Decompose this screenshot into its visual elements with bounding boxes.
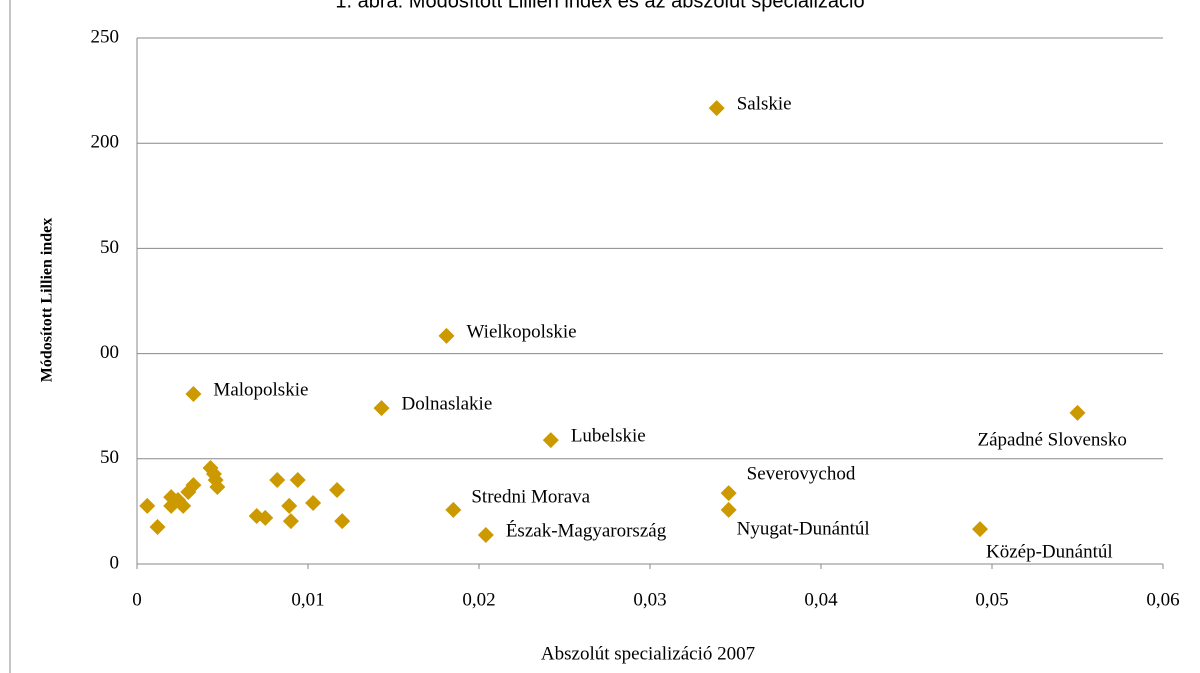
point <box>720 485 737 502</box>
point <box>305 494 322 511</box>
point <box>445 501 462 518</box>
point <box>269 472 286 489</box>
point-label: Stredni Morava <box>471 486 590 507</box>
point <box>708 100 725 117</box>
y-tick-label: 50 <box>100 237 119 258</box>
point <box>477 526 494 543</box>
point <box>373 400 390 417</box>
point <box>139 497 156 514</box>
chart-title: 1. ábra: Módosított Lillien index és az … <box>335 0 864 12</box>
point <box>175 497 192 514</box>
point-label: Západné Slovensko <box>978 429 1127 450</box>
y-tick-label: 250 <box>91 26 120 47</box>
x-tick-label: 0,03 <box>633 589 666 610</box>
y-tick-label: 50 <box>100 447 119 468</box>
point-label: Severovychod <box>747 463 856 484</box>
point <box>185 477 202 494</box>
point <box>257 509 274 526</box>
point <box>209 478 226 495</box>
x-tick-label: 0 <box>132 589 142 610</box>
point <box>281 497 298 514</box>
point-label: Nyugat-Dunántúl <box>737 518 870 539</box>
point <box>282 513 299 530</box>
point <box>334 513 351 530</box>
y-axis-title: Módosított Lillien index <box>39 218 56 382</box>
point <box>1069 404 1086 421</box>
point <box>289 472 306 489</box>
x-axis-title: Abszolút specializáció 2007 <box>541 643 755 664</box>
y-tick-label: 0 <box>110 552 120 573</box>
point-label: Malopolskie <box>213 379 308 400</box>
point-label: Salskie <box>737 93 792 114</box>
x-tick-label: 0,05 <box>975 589 1008 610</box>
point <box>149 518 166 535</box>
point-label: Észak-Magyarország <box>506 519 667 541</box>
x-tick-label: 0,02 <box>462 589 495 610</box>
point-label: Dolnaslakie <box>402 393 493 414</box>
point-label: Wielkopolskie <box>467 321 577 342</box>
point-label: Lubelskie <box>571 425 646 446</box>
x-tick-label: 0,01 <box>291 589 324 610</box>
point <box>542 432 559 449</box>
y-tick-label: 200 <box>91 132 120 153</box>
point-label: Közép-Dunántúl <box>986 541 1113 562</box>
point <box>185 385 202 402</box>
y-tick-label: 00 <box>100 342 119 363</box>
x-tick-label: 0,06 <box>1146 589 1179 610</box>
point <box>720 501 737 518</box>
x-tick-label: 0,04 <box>804 589 838 610</box>
point <box>972 521 989 538</box>
point <box>438 327 455 344</box>
point <box>329 481 346 498</box>
